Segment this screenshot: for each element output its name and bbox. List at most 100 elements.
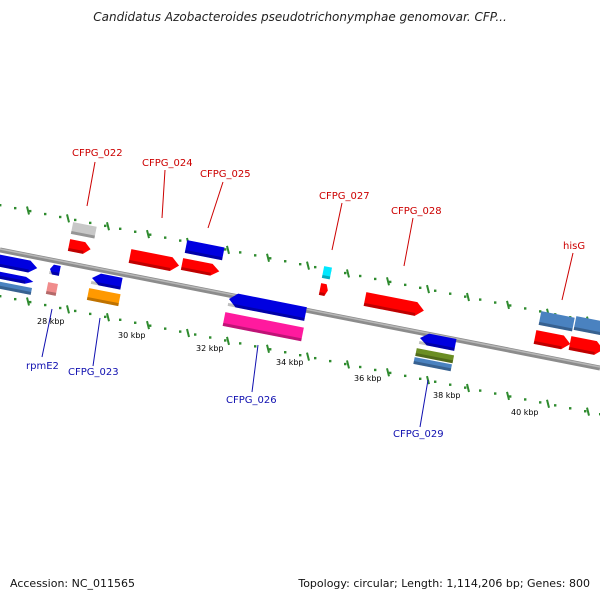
gene-feature[interactable] <box>45 282 58 296</box>
feature-shadow <box>533 340 562 350</box>
gene-feature[interactable] <box>415 348 455 364</box>
track-dot <box>524 307 527 310</box>
gene-feature[interactable] <box>321 266 333 280</box>
track-dot <box>89 312 92 316</box>
gene-feature[interactable] <box>318 283 329 296</box>
scale-label: 36 kbp <box>354 374 382 383</box>
gene-label-cfpg-025[interactable]: CFPG_025 <box>200 169 251 180</box>
track-dot <box>359 274 362 278</box>
track-dot <box>179 330 182 333</box>
lower-tick <box>66 305 70 314</box>
feature-shape <box>67 239 91 254</box>
track-dot <box>434 289 437 292</box>
track-dot <box>59 306 62 310</box>
gene-feature[interactable] <box>227 292 307 321</box>
gene-feature[interactable] <box>363 292 426 317</box>
topology-text: Topology: circular; Length: 1,114,206 bp… <box>298 577 590 590</box>
gene-feature[interactable] <box>222 312 304 342</box>
gene-label-rpme2[interactable]: rpmE2 <box>26 361 59 372</box>
track-dot <box>44 303 47 307</box>
gene-label-cfpg-024[interactable]: CFPG_024 <box>142 158 193 169</box>
feature-shadow <box>70 230 95 239</box>
lower-tick <box>106 312 110 322</box>
track-dot <box>344 271 347 275</box>
gene-features <box>0 222 600 372</box>
scale-label: 40 kbp <box>511 408 539 417</box>
scale-label: 34 kbp <box>276 358 304 367</box>
feature-shadow <box>321 274 331 280</box>
track-dot <box>524 398 527 401</box>
track-dot <box>134 321 137 324</box>
upper-tick <box>306 261 310 270</box>
track-dot <box>449 383 452 386</box>
track-dot <box>134 230 137 233</box>
feature-shadow <box>86 296 119 307</box>
gene-feature[interactable] <box>0 281 32 295</box>
gene-feature[interactable] <box>538 311 575 332</box>
gene-feature[interactable] <box>90 272 123 290</box>
track-dot <box>104 315 107 319</box>
gene-label-cfpg-023[interactable]: CFPG_023 <box>68 367 119 378</box>
gene-feature[interactable] <box>533 330 572 351</box>
track-dot <box>209 336 212 339</box>
track-dot <box>59 215 62 219</box>
gene-feature[interactable] <box>184 240 225 261</box>
track-dot <box>434 380 437 383</box>
gene-feature[interactable] <box>413 357 452 372</box>
gene-label-cfpg-029[interactable]: CFPG_029 <box>393 429 444 440</box>
track-dot <box>254 254 257 257</box>
feature-shadow <box>0 262 29 273</box>
scale-labels: 28 kbp 30 kbp 32 kbp 34 kbp 36 kbp 38 kb… <box>37 317 539 417</box>
track-dot <box>164 236 167 239</box>
track-dot <box>269 257 272 260</box>
feature-shape <box>318 283 328 296</box>
track-dot <box>389 371 392 375</box>
track-dot <box>509 395 512 398</box>
upper-tick <box>26 206 30 215</box>
upper-tick <box>346 269 350 278</box>
gene-feature[interactable] <box>70 222 97 239</box>
lower-tick <box>506 391 510 401</box>
track-dot <box>239 251 242 254</box>
track-dot <box>494 301 497 304</box>
lower-tick <box>466 383 470 393</box>
gene-feature[interactable] <box>418 332 457 351</box>
scale-label: 32 kbp <box>196 344 224 353</box>
feature-shadow <box>0 274 26 284</box>
track-dot <box>14 297 17 301</box>
map-title: Candidatus Azobacteroides pseudotrichony… <box>93 10 507 24</box>
lower-tick <box>226 336 230 346</box>
gene-feature[interactable] <box>49 264 61 276</box>
gene-label-cfpg-027[interactable]: CFPG_027 <box>319 191 370 202</box>
gene-feature[interactable] <box>0 271 34 285</box>
gene-feature[interactable] <box>573 316 600 336</box>
gene-feature[interactable] <box>568 336 600 356</box>
gene-feature[interactable] <box>128 249 181 272</box>
feature-shadow <box>318 291 325 296</box>
track-dot <box>149 324 152 327</box>
upper-tick <box>426 284 430 294</box>
track-dot <box>509 304 512 307</box>
track-dot <box>389 280 392 284</box>
feature-shape <box>321 266 333 280</box>
lower-tick <box>146 320 150 330</box>
track-dot <box>554 404 557 407</box>
scale-ticks <box>26 206 590 416</box>
feature-shadow <box>415 352 454 364</box>
track-dot <box>314 265 317 269</box>
track-dot <box>344 362 347 366</box>
track-dot <box>119 318 122 321</box>
gene-feature[interactable] <box>67 239 92 255</box>
gene-label-cfpg-022[interactable]: CFPG_022 <box>72 148 123 159</box>
gene-feature[interactable] <box>180 258 221 277</box>
gene-label-cfpg-026[interactable]: CFPG_026 <box>226 395 277 406</box>
feature-shadow <box>184 249 223 261</box>
gene-label-cfpg-028[interactable]: CFPG_028 <box>391 206 442 217</box>
gene-label-hisg[interactable]: hisG <box>563 241 585 252</box>
gene-labels-top: CFPG_022 CFPG_024 CFPG_025 CFPG_027 CFPG… <box>72 148 585 252</box>
feature-shadow <box>222 322 302 342</box>
feature-shadow <box>418 340 455 351</box>
gene-feature[interactable] <box>86 288 121 307</box>
gene-feature[interactable] <box>0 254 38 274</box>
track-dot <box>164 327 167 330</box>
